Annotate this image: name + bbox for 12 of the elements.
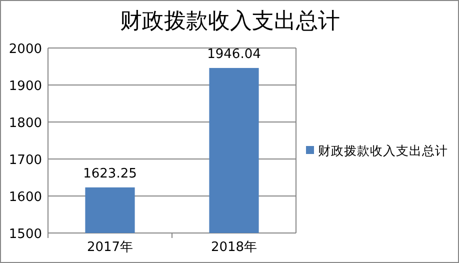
data-label: 1946.04: [207, 46, 261, 62]
x-tick-label: 2018年: [210, 240, 258, 255]
y-tick-label: 1600: [8, 190, 42, 205]
data-label: 1623.25: [83, 166, 137, 182]
y-tick-label: 1700: [8, 153, 42, 168]
y-tick-label: 2000: [8, 42, 42, 57]
x-tick-label: 2017年: [86, 240, 134, 255]
chart-title: 财政拨款收入支出总计: [120, 9, 340, 34]
y-tick-label: 1800: [8, 116, 42, 131]
legend-label: 财政拨款收入支出总计: [318, 143, 448, 158]
y-tick-label: 1500: [8, 227, 42, 242]
y-tick-label: 1900: [8, 79, 42, 94]
